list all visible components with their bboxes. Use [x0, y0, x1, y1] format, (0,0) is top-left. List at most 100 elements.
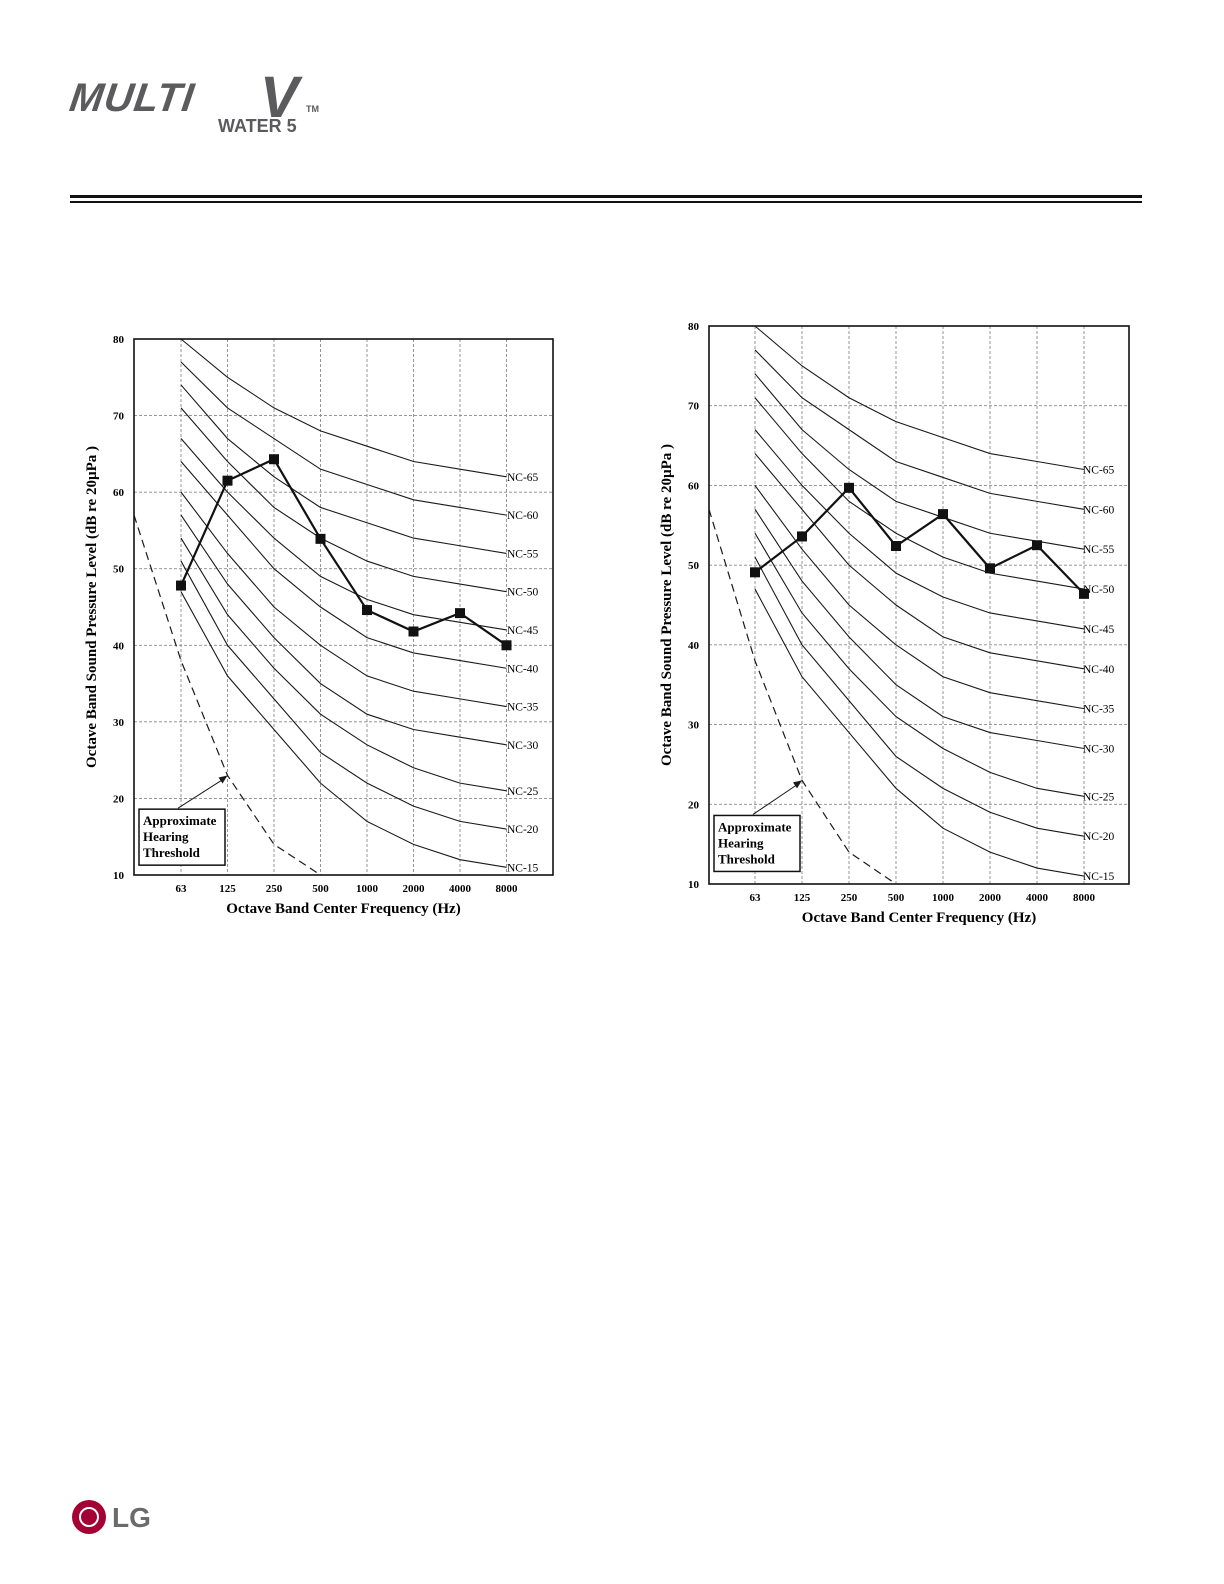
nc-curve-label: NC-20 — [507, 824, 539, 836]
y-tick-label: 80 — [688, 321, 700, 333]
x-tick-label: 1000 — [356, 883, 379, 895]
nc-chart-right: 10 20 30 40 50 60 70 80 63 125 250 500 1000 2000 4000 8… — [645, 310, 1145, 940]
measured-series-line — [179, 457, 508, 647]
logo-trademark: TM — [306, 104, 319, 114]
nc-curve-line — [180, 384, 507, 554]
logo-multi-text: MULTI — [66, 76, 198, 120]
measured-point — [408, 626, 419, 637]
nc-curve-line — [754, 373, 1085, 550]
chart-svg: 10 20 30 40 50 60 70 80 63 125 250 500 1000 2000 4000 8… — [84, 334, 554, 917]
nc-curve-line — [180, 461, 507, 669]
x-tick-label: 500 — [312, 883, 329, 895]
y-tick-label: 60 — [688, 480, 700, 492]
nc-chart-left: 10 20 30 40 50 60 70 80 63 125 250 500 1000 2000 4000 8… — [70, 320, 570, 930]
x-axis-title: Octave Band Center Frequency (Hz) — [802, 910, 1036, 926]
nc-curve-label: NC-30 — [1083, 743, 1115, 755]
nc-curve-line — [754, 397, 1085, 590]
nc-curve-line — [180, 407, 507, 593]
header-rule-bottom — [70, 201, 1142, 203]
nc-curve-label: NC-50 — [507, 587, 539, 599]
plot-frame — [708, 325, 1130, 885]
nc-curve-label: NC-40 — [507, 663, 539, 675]
nc-curve-label: NC-65 — [1083, 464, 1115, 476]
x-axis-title: Octave Band Center Frequency (Hz) — [226, 901, 460, 917]
nc-curve-label: NC-45 — [507, 625, 539, 637]
y-tick-label: 40 — [688, 640, 700, 652]
nc-curve-label: NC-45 — [1083, 624, 1115, 636]
nc-curve-label: NC-35 — [1083, 704, 1115, 716]
lg-logo: LG — [72, 1500, 182, 1540]
logo-v-text: V — [260, 65, 299, 130]
annotation-arrow — [752, 782, 800, 815]
nc-curve-label: NC-25 — [1083, 791, 1115, 803]
nc-curve-label: NC-20 — [1083, 831, 1115, 843]
nc-curve-line — [180, 438, 507, 631]
nc-curve-label: NC-30 — [507, 740, 539, 752]
y-tick-label: 10 — [113, 870, 125, 882]
nc-curve-line — [754, 453, 1085, 670]
x-tick-label: 8000 — [496, 883, 519, 895]
y-tick-label: 80 — [113, 334, 125, 346]
annotation-box — [713, 814, 801, 873]
nc-curve-label: NC-50 — [1083, 584, 1115, 596]
lg-face-icon — [72, 1500, 106, 1534]
nc-curve-line — [754, 325, 1085, 471]
y-tick-label: 20 — [688, 799, 700, 811]
lg-wordmark: LG — [112, 1502, 151, 1533]
chart-svg: 10 20 30 40 50 60 70 80 63 125 250 500 1000 2000 4000 8… — [659, 321, 1130, 926]
measured-point — [455, 608, 465, 619]
annotation-arrowhead — [218, 775, 228, 784]
y-axis-title: Octave Band Sound Pressure Level (dB re … — [84, 446, 100, 768]
annotation-text: Approximate Hearing Threshold — [143, 813, 217, 860]
measured-point — [844, 482, 854, 493]
hearing-threshold-line — [708, 509, 897, 885]
x-tick-label: 1000 — [932, 892, 955, 904]
nc-curve-line — [754, 349, 1085, 510]
nc-curve-line — [754, 556, 1085, 837]
x-tick-label: 63 — [750, 892, 762, 904]
x-tick-label: 125 — [219, 883, 236, 895]
annotation-arrowhead — [793, 780, 802, 789]
nc-curve-line — [180, 591, 507, 868]
nc-curve-line — [180, 560, 507, 830]
plot-area — [134, 339, 553, 875]
annotation-text: Approximate Hearing Threshold — [718, 819, 792, 866]
x-tick-label: 500 — [888, 892, 905, 904]
y-tick-label: 20 — [113, 793, 125, 805]
measured-point — [315, 533, 326, 544]
x-tick-label: 8000 — [1073, 892, 1096, 904]
measured-point — [891, 541, 901, 552]
measured-point — [750, 567, 760, 578]
y-tick-label: 50 — [688, 560, 700, 572]
y-tick-label: 40 — [113, 640, 125, 652]
nc-curve-line — [180, 491, 507, 708]
nc-curve-label: NC-60 — [1083, 504, 1115, 516]
y-tick-label: 70 — [688, 401, 700, 413]
nc-curve-label: NC-15 — [1083, 871, 1115, 883]
measured-point — [985, 563, 995, 574]
y-axis-title: Octave Band Sound Pressure Level (dB re … — [659, 444, 675, 766]
measured-point — [222, 475, 233, 486]
nc-curve-line — [754, 532, 1085, 797]
x-tick-label: 4000 — [449, 883, 472, 895]
y-tick-label: 70 — [113, 411, 125, 423]
nc-curve-line — [754, 429, 1085, 630]
nc-curve-label: NC-40 — [1083, 664, 1115, 676]
nc-curve-line — [754, 485, 1085, 710]
nc-curve-line — [180, 537, 507, 792]
measured-point — [176, 580, 186, 591]
measured-point — [797, 531, 807, 542]
plot-frame — [133, 338, 554, 876]
nc-curve-label: NC-60 — [507, 510, 539, 522]
nc-curve-line — [180, 514, 507, 746]
measured-point — [938, 509, 948, 520]
nc-curve-line — [180, 361, 507, 516]
measured-point — [1032, 540, 1042, 551]
nc-curve-line — [180, 338, 507, 478]
annotation-box — [138, 808, 226, 866]
x-tick-label: 2000 — [979, 892, 1002, 904]
nc-curve-label: NC-15 — [507, 862, 539, 874]
nc-curve-label: NC-55 — [1083, 544, 1115, 556]
nc-curve-line — [754, 509, 1085, 750]
nc-curve-label: NC-55 — [507, 548, 539, 560]
